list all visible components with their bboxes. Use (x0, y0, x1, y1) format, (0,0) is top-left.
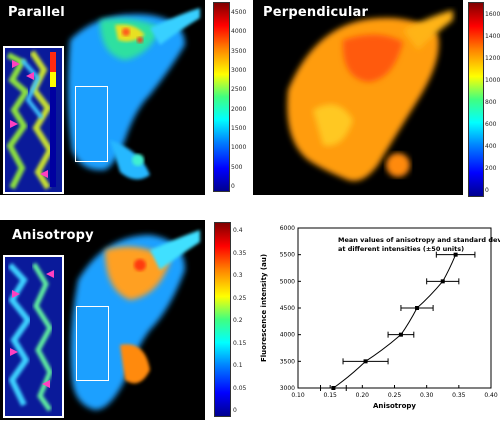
colorbar-tick-label: 200 (485, 165, 497, 172)
colorbar-tick-label: 2000 (231, 105, 247, 113)
colorbar-tick-label: 800 (485, 99, 497, 106)
anisotropy-inset-image (4, 256, 62, 416)
data-point (331, 386, 336, 390)
data-point (440, 279, 445, 284)
y-axis-label: Fluorescence intensity (au) (260, 254, 268, 362)
data-point (398, 332, 403, 337)
chart-title-line-2: at different intensities (±50 units) (338, 245, 464, 253)
anisotropy-vs-intensity-chart: 0.10 0.15 0.20 0.25 0.30 0.35 0.40 3000 3500 4000… (256, 220, 500, 420)
colorbar-tick-label: 0.2 (233, 317, 243, 324)
colorbar-tick-label: 0.1 (233, 362, 243, 369)
chart-svg: 0.10 0.15 0.20 0.25 0.30 0.35 0.40 3000 3500 4000… (260, 225, 500, 410)
parallel-inset-image (4, 47, 62, 192)
pink-arrowhead-icon (12, 290, 20, 298)
data-point (453, 252, 458, 257)
colorbar-tick-label: 4000 (231, 28, 247, 36)
colorbar-tick-label: 400 (485, 143, 497, 150)
colorbar-tick-label: 1400 (485, 33, 500, 40)
pink-arrowhead-icon (46, 270, 54, 278)
y-tick-label: 4000 (280, 332, 295, 339)
parallel-roi-box (75, 86, 108, 162)
x-tick-label: 0.20 (356, 392, 370, 399)
perpendicular-colorbar (468, 2, 484, 197)
perpendicular-image-panel: Perpendicular (253, 0, 463, 195)
anisotropy-image-panel: Anisotropy (0, 220, 205, 420)
colorbar-tick-label: 1600 (485, 11, 500, 18)
anisotropy-title: Anisotropy (12, 228, 94, 243)
colorbar-tick-label: 0.15 (233, 339, 247, 347)
chart-title-line-1: Mean values of anisotropy and standard d… (338, 236, 500, 244)
colorbar-tick-label: 4500 (231, 9, 247, 16)
x-tick-label: 0.35 (452, 392, 466, 399)
fit-curve (333, 254, 457, 389)
parallel-image-panel: Parallel (0, 0, 205, 195)
x-tick-label: 0.25 (388, 392, 402, 399)
colorbar-tick-label: 2500 (231, 86, 247, 94)
parallel-title: Parallel (8, 5, 65, 20)
pink-arrowhead-icon (26, 72, 34, 80)
data-point (363, 359, 368, 364)
pink-arrowhead-icon (40, 170, 48, 178)
x-tick-label: 0.40 (484, 392, 498, 399)
y-tick-label: 6000 (280, 225, 295, 232)
x-axis-label: Anisotropy (373, 402, 416, 410)
colorbar-tick-label: 0.3 (233, 272, 243, 279)
anisotropy-fluorescence-image (4, 230, 200, 416)
anisotropy-colorbar (214, 222, 231, 417)
x-tick-label: 0.10 (291, 392, 305, 399)
colorbar-tick-label: 0 (231, 183, 235, 190)
perpendicular-fluorescence-image (287, 10, 453, 181)
colorbar-tick-label: 0 (485, 187, 489, 194)
anisotropy-inset-frame (3, 255, 64, 418)
parallel-inset-frame (3, 46, 64, 194)
y-tick-label: 3500 (280, 358, 295, 365)
y-tick-label: 5000 (280, 278, 295, 285)
y-tick-label: 3000 (280, 385, 295, 392)
pink-arrowhead-icon (10, 120, 18, 128)
data-point (415, 306, 420, 310)
anisotropy-roi-box (76, 306, 109, 381)
colorbar-tick-label: 1200 (485, 55, 500, 62)
colorbar-tick-label: 0.25 (233, 294, 247, 302)
colorbar-tick-label: 500 (231, 163, 243, 171)
y-tick-label: 4500 (280, 305, 295, 312)
colorbar-tick-label: 0.35 (233, 249, 247, 257)
perpendicular-title: Perpendicular (263, 5, 369, 20)
pink-arrowhead-icon (42, 380, 50, 388)
pink-arrowhead-icon (10, 348, 18, 356)
colorbar-tick-label: 0.05 (233, 384, 247, 392)
pink-arrowhead-icon (12, 60, 20, 68)
colorbar-tick-label: 1000 (231, 144, 247, 152)
colorbar-tick-label: 0.4 (233, 227, 243, 234)
x-tick-label: 0.15 (323, 392, 337, 399)
colorbar-tick-label: 600 (485, 121, 497, 128)
parallel-colorbar (213, 2, 230, 192)
colorbar-tick-label: 1000 (485, 77, 500, 84)
colorbar-tick-label: 3500 (231, 47, 247, 55)
colorbar-tick-label: 0 (233, 407, 237, 414)
y-tick-label: 5500 (280, 252, 295, 259)
colorbar-tick-label: 3000 (231, 67, 247, 74)
x-tick-label: 0.30 (420, 392, 434, 399)
parallel-fluorescence-image (4, 8, 200, 192)
colorbar-tick-label: 1500 (231, 125, 247, 132)
